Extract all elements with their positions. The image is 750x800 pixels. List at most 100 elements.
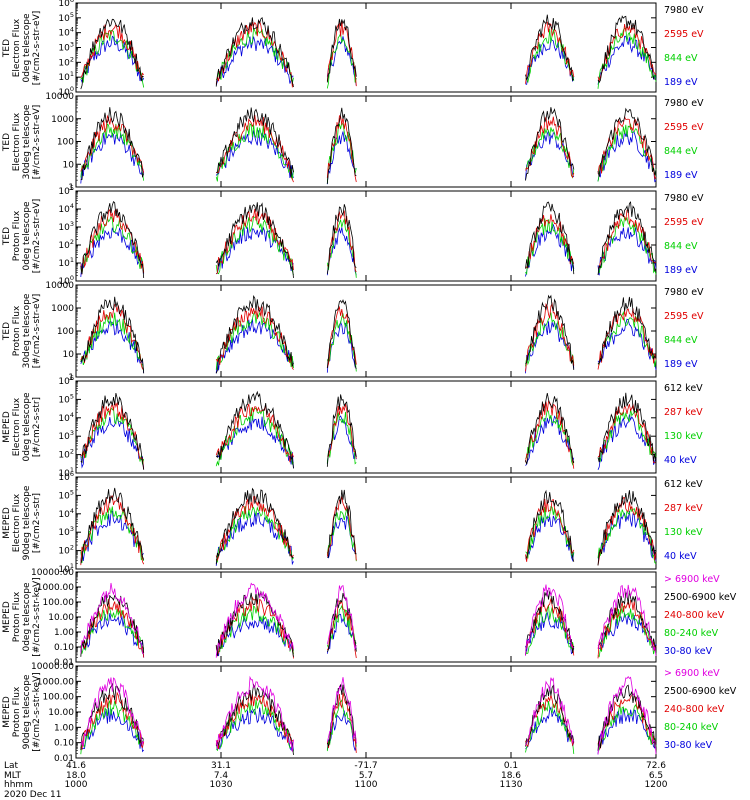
y-tick-label: 10.00 bbox=[48, 708, 74, 718]
x-row-label: MLT bbox=[4, 770, 22, 781]
panel-y-label: TED Electron Flux 30deg telescope [#/cm2-s-… bbox=[2, 94, 42, 190]
legend-item: 2595 eV bbox=[664, 217, 704, 228]
series-line-189-ev bbox=[80, 318, 657, 374]
y-label-line: MEPED bbox=[2, 601, 12, 633]
y-label-line: 0deg telescope bbox=[22, 392, 32, 462]
y-label-line: 0deg telescope bbox=[22, 201, 32, 271]
y-tick-label: 0.10 bbox=[54, 739, 74, 749]
series-line-80-240-kev bbox=[80, 604, 657, 658]
legend-item: 189 eV bbox=[664, 265, 698, 276]
y-label-line: Electron Flux bbox=[12, 493, 22, 553]
y-tick-label: 10000 bbox=[45, 92, 74, 102]
y-label-line: [#/cm2-s-str] bbox=[32, 492, 42, 554]
y-label-line: Proton Flux bbox=[12, 591, 22, 643]
legend-item: 844 eV bbox=[664, 335, 698, 346]
legend-item: 130 keV bbox=[664, 431, 703, 442]
series-line-2595-ev bbox=[80, 208, 657, 275]
panel-legend: > 6900 keV 2500-6900 keV 240-800 keV 80-240… bbox=[664, 574, 736, 664]
y-tick-label: 102 bbox=[58, 448, 74, 461]
y-label-line: TED bbox=[2, 321, 12, 341]
y-tick-label: 104 bbox=[58, 202, 74, 215]
x-tick-label-mlt: 18.0 bbox=[65, 770, 87, 781]
legend-item: 130 keV bbox=[664, 527, 703, 538]
x-tick-label-mlt: 6.5 bbox=[648, 770, 664, 781]
series-line-2500-6900-kev bbox=[80, 590, 657, 657]
series-line-30-80-kev bbox=[80, 611, 657, 658]
y-tick-label: 0.01 bbox=[54, 658, 74, 668]
legend-item: 189 eV bbox=[664, 170, 698, 181]
y-tick-label: 1.00 bbox=[54, 723, 74, 733]
y-tick-label: 103 bbox=[58, 220, 74, 233]
y-label-line: [#/cm2-s-str-eV] bbox=[32, 10, 42, 85]
x-tick-label-hhmm: 1030 bbox=[209, 780, 233, 790]
y-tick-label: 1 bbox=[68, 373, 74, 383]
legend-item: 40 keV bbox=[664, 551, 697, 562]
series-line-80-240-kev bbox=[80, 699, 657, 755]
y-tick-label: 103 bbox=[58, 525, 74, 538]
legend-item: 2595 eV bbox=[664, 122, 704, 133]
series-line-2595-ev bbox=[80, 114, 657, 183]
y-label-line: [#/cm2-s-str-eV] bbox=[32, 293, 42, 369]
legend-item: > 6900 keV bbox=[664, 668, 720, 679]
panel-legend: > 6900 keV 2500-6900 keV 240-800 keV 80-240… bbox=[664, 668, 736, 758]
series-line-189-ev bbox=[80, 223, 657, 278]
x-tick-label-lat: 72.6 bbox=[645, 761, 667, 771]
y-tick-label: 100 bbox=[57, 138, 74, 148]
legend-item: 7980 eV bbox=[664, 98, 704, 109]
x-row-label: 2020 Dec 11 bbox=[4, 789, 62, 800]
series-line-7980-ev bbox=[80, 294, 657, 374]
y-label-line: MEPED bbox=[2, 411, 12, 443]
x-tick-label-hhmm: 1200 bbox=[644, 780, 668, 790]
y-tick-label: 1 bbox=[68, 183, 74, 193]
y-label-line: Electron Flux bbox=[12, 112, 22, 171]
y-label-line: Proton Flux bbox=[12, 305, 22, 357]
x-tick-label-lat: 41.6 bbox=[65, 761, 87, 771]
panel-frame bbox=[75, 476, 657, 570]
y-label-line: MEPED bbox=[2, 696, 12, 728]
x-tick-label-hhmm: 1100 bbox=[354, 780, 378, 790]
series-line-844-ev bbox=[80, 310, 657, 372]
y-label-line: Proton Flux bbox=[12, 686, 22, 738]
series-line-844-ev bbox=[80, 26, 657, 89]
x-tick-label-lat: 31.1 bbox=[210, 761, 232, 771]
y-tick-label: 102 bbox=[58, 544, 74, 557]
y-label-line: 90deg telescope bbox=[22, 485, 32, 561]
y-label-line: TED bbox=[2, 226, 12, 246]
legend-item: 80-240 keV bbox=[664, 722, 719, 733]
panel-legend: 7980 eV 2595 eV 844 eV 189 eV bbox=[664, 287, 704, 383]
series-line-287-kev bbox=[80, 400, 657, 470]
legend-item: 612 keV bbox=[664, 479, 703, 490]
series-line-130-kev bbox=[80, 406, 657, 467]
legend-item: 2595 eV bbox=[664, 311, 704, 322]
y-tick-label: 1000.00 bbox=[37, 677, 74, 687]
y-tick-label: 100.00 bbox=[43, 693, 75, 703]
panel-y-label: TED Electron Flux 0deg telescope [#/cm2-s-s… bbox=[2, 0, 42, 96]
y-tick-label: 106 bbox=[58, 374, 74, 387]
x-tick-label-mlt: 5.7 bbox=[358, 770, 374, 781]
legend-item: 30-80 keV bbox=[664, 646, 713, 657]
legend-item: 7980 eV bbox=[664, 5, 704, 16]
series-line-130-kev bbox=[80, 505, 657, 565]
legend-item: 40 keV bbox=[664, 455, 697, 466]
legend-item: 7980 eV bbox=[664, 287, 704, 298]
panel-7: 0.01 0.10 1.00 10.00 100.00 1000.00 10000.00 bbox=[31, 568, 657, 668]
y-label-line: 30deg telescope bbox=[22, 293, 32, 369]
panel-y-label: TED Proton Flux 30deg telescope [#/cm2-s-st… bbox=[2, 283, 42, 379]
legend-item: 7980 eV bbox=[664, 193, 704, 204]
y-label-line: TED bbox=[2, 132, 12, 151]
y-tick-label: 101 bbox=[58, 70, 74, 83]
y-label-line: [#/cm2-s-str-keV] bbox=[32, 672, 42, 752]
y-tick-label: 0.10 bbox=[54, 643, 74, 653]
y-tick-label: 105 bbox=[58, 184, 74, 197]
series-line-844-ev bbox=[80, 215, 657, 278]
x-tick-label-lat: 0.1 bbox=[503, 761, 519, 771]
panel-frame bbox=[75, 2, 657, 93]
y-tick-label: 102 bbox=[58, 55, 74, 68]
legend-item: 240-800 keV bbox=[664, 704, 725, 715]
panel-8: 0.01 0.10 1.00 10.00 100.00 1000.00 10000.00 bbox=[31, 662, 657, 764]
legend-item: 2500-6900 keV bbox=[664, 686, 737, 697]
y-tick-label: 106 bbox=[58, 0, 74, 9]
